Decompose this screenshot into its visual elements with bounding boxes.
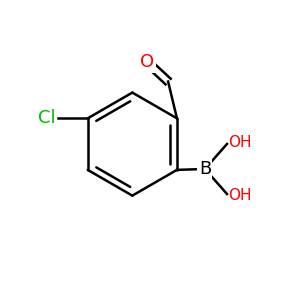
- Text: OH: OH: [228, 188, 252, 203]
- Text: OH: OH: [228, 135, 252, 150]
- Text: Cl: Cl: [38, 109, 56, 127]
- Text: O: O: [140, 53, 154, 71]
- Text: B: B: [199, 160, 211, 178]
